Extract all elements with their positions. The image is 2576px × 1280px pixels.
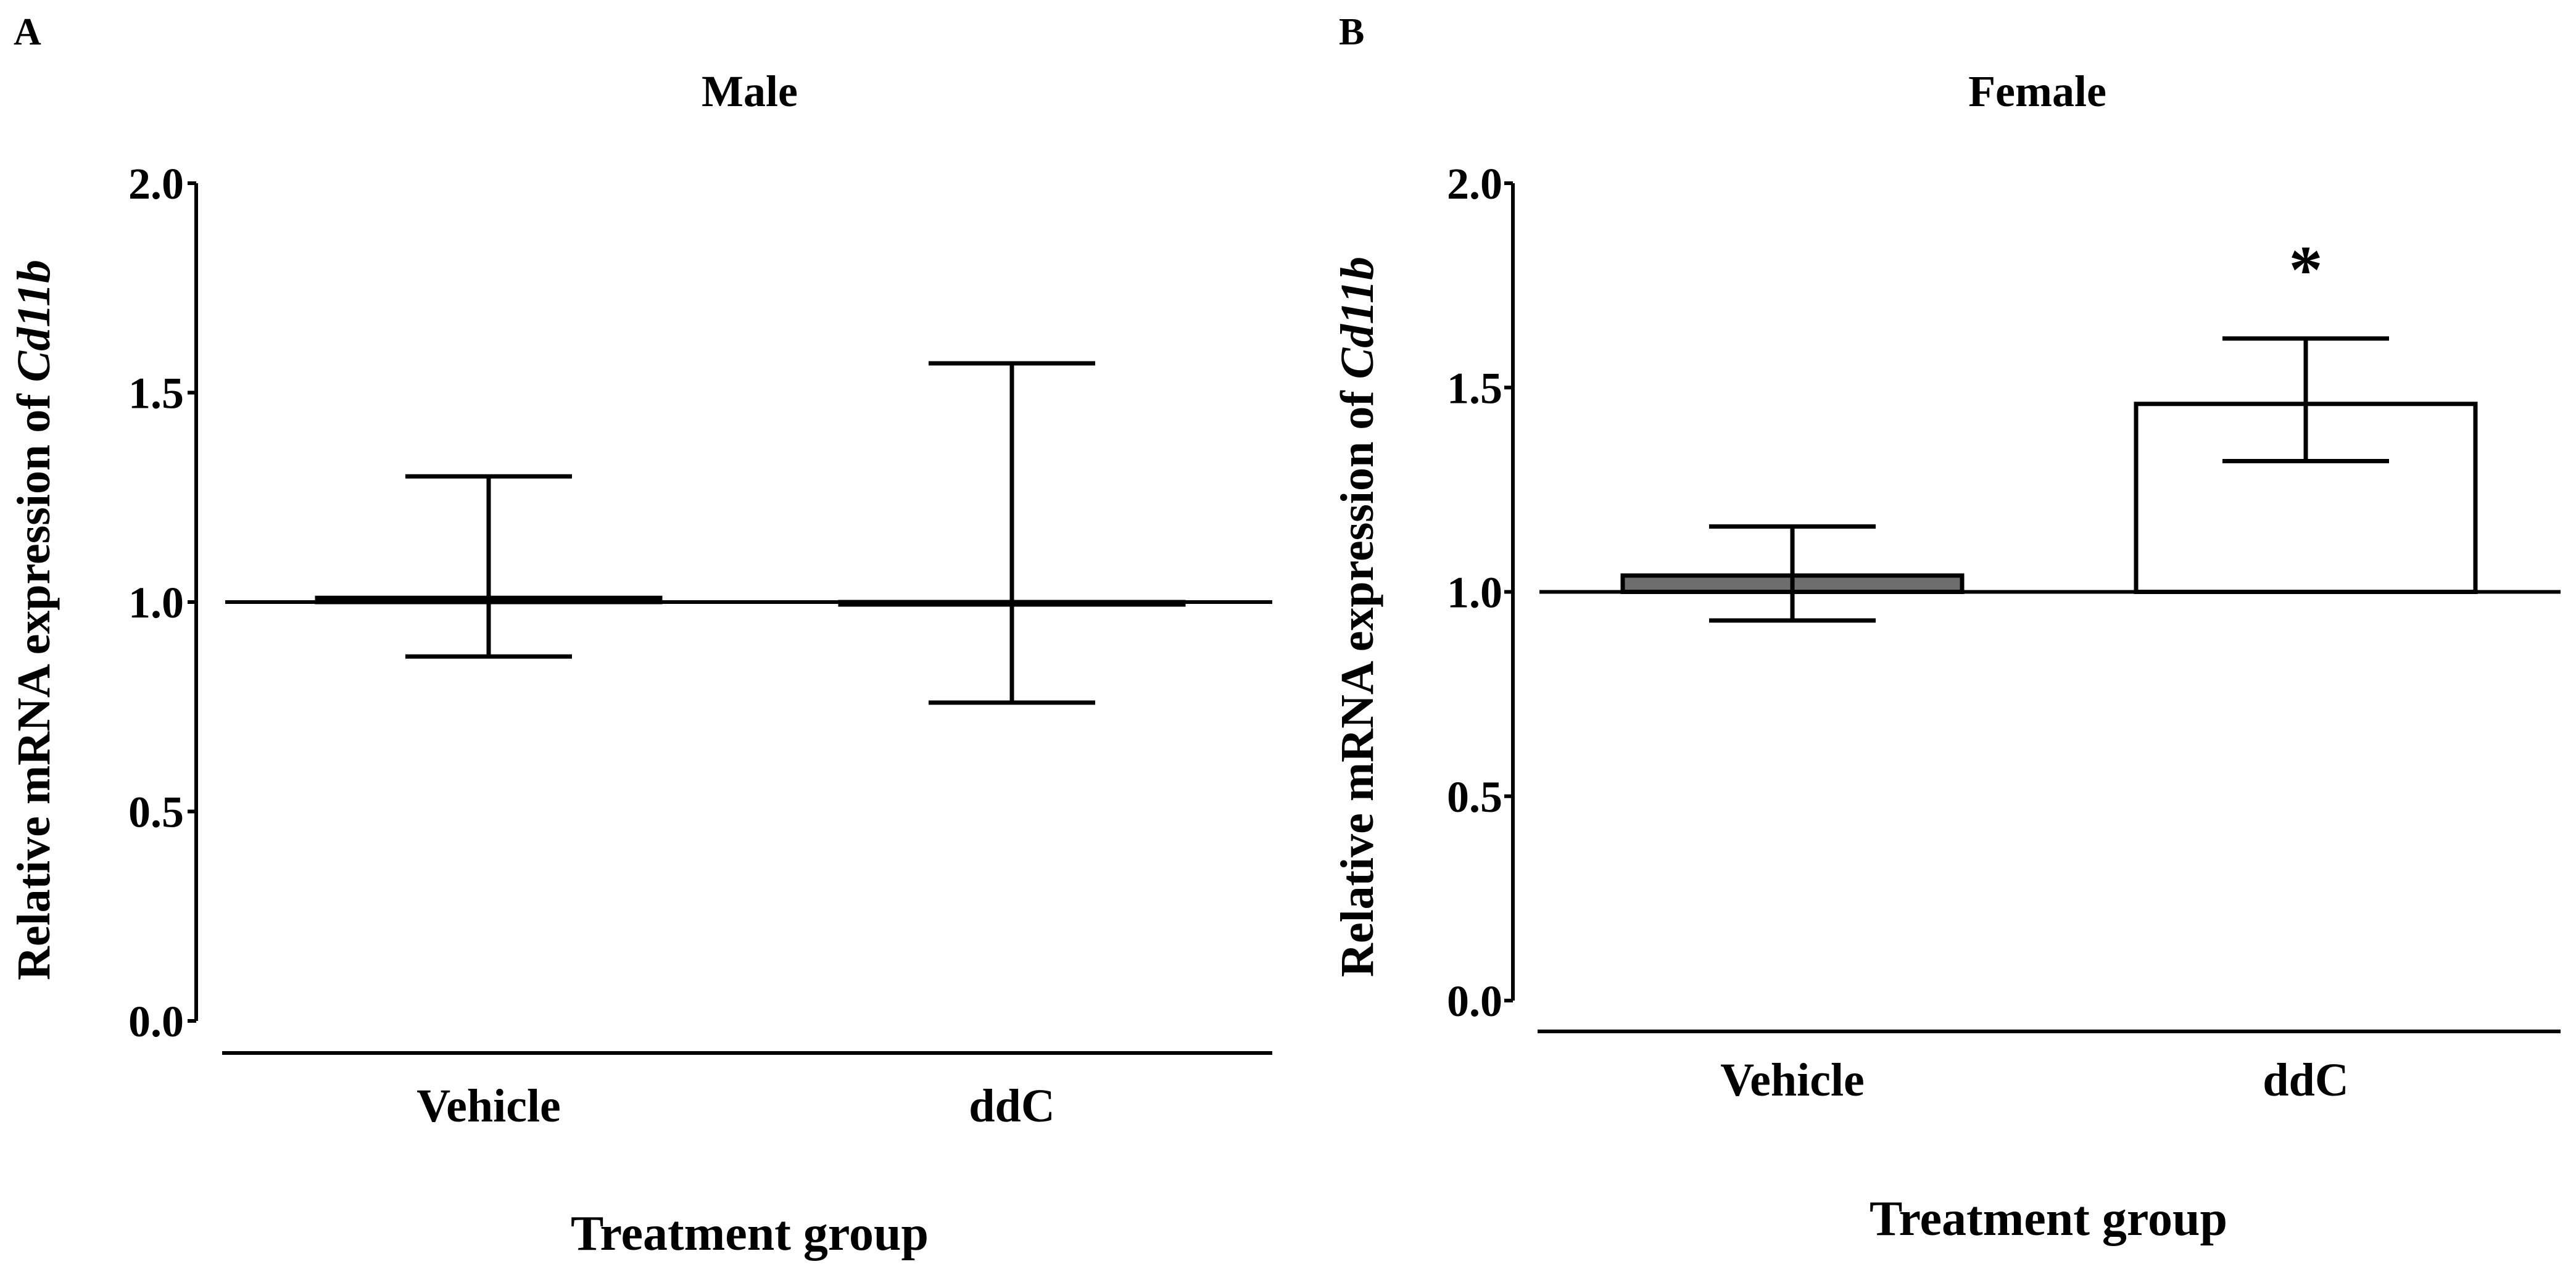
chart-title: Male [702, 67, 798, 116]
x-tick-label: ddC [969, 1080, 1054, 1132]
plot-area: 0.0 0.5 1.0 1.5 2.0 Vehicle ddC * [1447, 159, 2561, 1106]
y-tick-label: 0.0 [1447, 977, 1502, 1026]
y-tick-label: 1.0 [1447, 568, 1502, 617]
y-axis-label-gene: Cd11b [8, 260, 60, 382]
y-tick-label: 0.5 [128, 788, 184, 837]
chart-title: Female [1968, 67, 2106, 116]
x-axis-label: Treatment group [571, 1207, 929, 1261]
y-tick-label: 1.0 [128, 578, 184, 627]
panel-label: B [1339, 11, 1364, 53]
x-tick-label: ddC [2263, 1054, 2348, 1106]
panel-a: A Male Relative mRNA expression of Cd11b… [8, 11, 1272, 1261]
x-axis-label: Treatment group [1870, 1192, 2227, 1246]
y-tick-label: 2.0 [128, 159, 184, 209]
y-tick-label: 2.0 [1447, 159, 1502, 209]
y-tick-label: 0.0 [128, 997, 184, 1046]
y-axis-label-prefix: Relative mRNA expression of [1331, 379, 1383, 977]
y-tick-label: 0.5 [1447, 772, 1502, 822]
panel-b: B Female Relative mRNA expression of Cd1… [1331, 11, 2561, 1246]
x-tick-label: Vehicle [416, 1080, 561, 1132]
y-tick-label: 1.5 [128, 369, 184, 418]
y-axis-label: Relative mRNA expression of Cd11b [1331, 257, 1383, 977]
significance-marker: * [2289, 232, 2323, 307]
plot-area: 0.0 0.5 1.0 1.5 2.0 Vehicle ddC [128, 159, 1272, 1132]
panel-label: A [14, 11, 41, 53]
x-tick-label: Vehicle [1720, 1054, 1865, 1106]
y-axis-label-prefix: Relative mRNA expression of [8, 382, 60, 980]
y-axis-label-gene: Cd11b [1331, 257, 1383, 379]
y-tick-label: 1.5 [1447, 363, 1502, 413]
y-axis-label: Relative mRNA expression of Cd11b [8, 260, 60, 980]
